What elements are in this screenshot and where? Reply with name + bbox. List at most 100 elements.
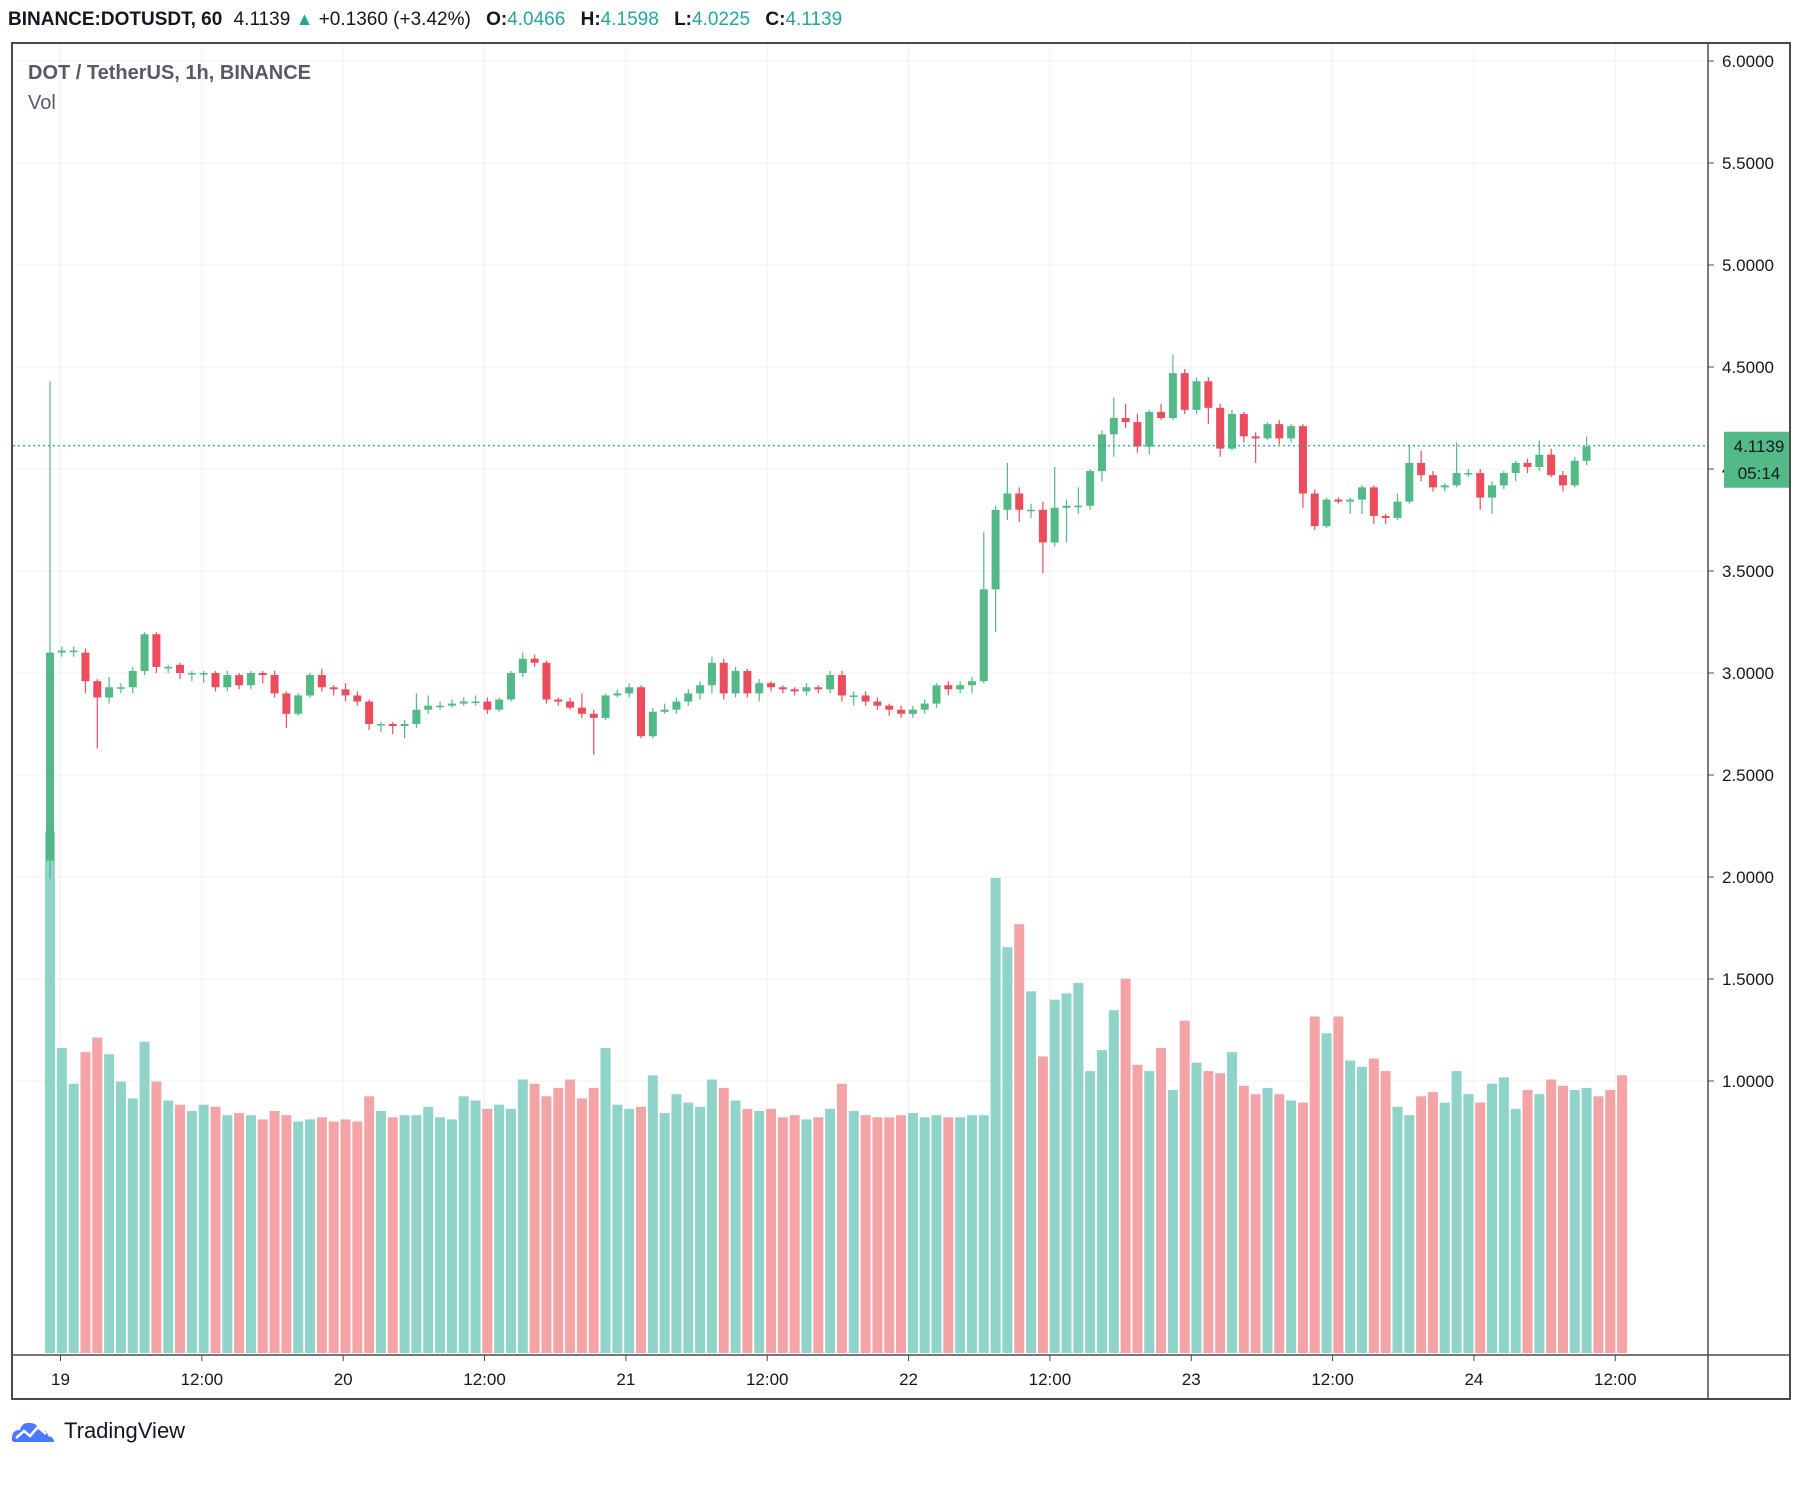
candle-body — [388, 724, 397, 727]
volume-bar — [1357, 1066, 1368, 1353]
y-tick-label: 2.0000 — [1722, 868, 1774, 887]
bar-countdown: 05:14 — [1738, 464, 1781, 483]
candle-body — [105, 687, 114, 698]
volume-bar — [718, 1087, 729, 1353]
candle-body — [1558, 475, 1567, 486]
symbol-header: BINANCE:DOTUSDT, 60 4.1139 ▲ +0.1360 (+3… — [8, 4, 842, 34]
volume-bar — [896, 1115, 907, 1353]
candle-body — [518, 658, 527, 673]
candle-body — [1263, 424, 1272, 439]
volume-bar — [955, 1117, 966, 1353]
candle-body — [1145, 411, 1154, 447]
volume-bar — [1463, 1094, 1474, 1353]
volume-bar — [990, 877, 1001, 1353]
candle-body — [814, 687, 823, 690]
up-arrow-icon: ▲ — [295, 9, 314, 29]
volume-bar — [151, 1081, 162, 1353]
volume-bar — [884, 1117, 895, 1353]
volume-bar — [482, 1108, 493, 1353]
candle-body — [731, 670, 740, 694]
candle-body — [81, 652, 90, 682]
volume-bar — [68, 1083, 79, 1353]
low-label: L: — [674, 9, 693, 30]
candle-body — [1204, 381, 1213, 408]
time-axis[interactable]: 19 12:00 20 12:00 21 12:00 22 12:00 23 12:00 24 12:… — [51, 1355, 1637, 1389]
candle-body — [317, 675, 326, 688]
candle-body — [660, 709, 669, 712]
volume-bar — [1227, 1052, 1237, 1353]
volume-bar — [742, 1108, 753, 1353]
volume-bar — [1286, 1100, 1297, 1353]
volume-bar — [1392, 1106, 1403, 1353]
candle-body — [826, 675, 835, 690]
volume-bar — [1439, 1102, 1450, 1353]
symbol-label[interactable]: BINANCE:DOTUSDT, 60 — [8, 9, 223, 30]
chart-title[interactable]: DOT / TetherUS, 1h, BINANCE — [28, 62, 311, 84]
candle-body — [116, 687, 125, 689]
y-tick-label: 5.0000 — [1722, 256, 1774, 275]
volume-bar — [1049, 999, 1060, 1353]
volume-bar — [801, 1119, 812, 1353]
volume-bar — [257, 1119, 268, 1353]
volume-bar — [1534, 1094, 1545, 1353]
close-value: 4.1139 — [785, 9, 843, 30]
candle-body — [223, 675, 232, 688]
candle-body — [69, 650, 78, 653]
candle-body — [684, 693, 693, 702]
candle-body — [908, 709, 917, 714]
candle-body — [447, 703, 456, 706]
candle-body — [1228, 413, 1236, 449]
volume-bar — [588, 1087, 599, 1353]
volume-bar — [269, 1111, 280, 1353]
candle-body — [1393, 501, 1402, 518]
candle-body — [790, 689, 799, 692]
volume-bar — [978, 1115, 989, 1353]
candle-body — [211, 673, 220, 688]
candle-body — [601, 695, 610, 718]
tradingview-footer[interactable]: TradingView — [10, 1414, 185, 1448]
price-axis[interactable]: 6.00005.50005.00004.50004.00003.50003.00… — [1708, 52, 1774, 1091]
candle-body — [530, 658, 539, 663]
chart-canvas[interactable]: 6.00005.50005.00004.50004.00003.50003.00… — [13, 44, 1789, 1398]
last-price-badge-value: 4.1139 — [1734, 437, 1785, 456]
y-tick-label: 1.0000 — [1722, 1072, 1774, 1091]
volume-bar — [600, 1048, 611, 1353]
volume-bar — [1262, 1087, 1273, 1353]
volume-bar — [470, 1100, 481, 1353]
candle-body — [436, 705, 445, 708]
candle-body — [164, 666, 173, 669]
volume-bar — [1215, 1073, 1226, 1353]
candle-body — [1003, 493, 1012, 510]
x-tick-label: 12:00 — [1311, 1370, 1354, 1389]
volume-bar — [115, 1081, 126, 1353]
candle-body — [1535, 454, 1544, 467]
volume-bar — [1167, 1090, 1178, 1353]
candle-body — [270, 675, 279, 694]
candle-body — [837, 675, 846, 696]
candle-body — [306, 675, 315, 696]
volume-bar — [435, 1117, 446, 1353]
volume-bar — [1321, 1033, 1332, 1353]
candle-body — [1334, 499, 1343, 502]
candle-body — [1157, 411, 1166, 418]
volume-bar — [576, 1098, 587, 1353]
volume-bar — [92, 1037, 103, 1353]
chart-frame[interactable]: 6.00005.50005.00004.50004.00003.50003.00… — [11, 42, 1791, 1400]
volume-bar — [1096, 1050, 1107, 1353]
candle-body — [707, 662, 716, 686]
candle-body — [566, 701, 575, 708]
x-tick-label: 12:00 — [1594, 1370, 1637, 1389]
candle-body — [46, 652, 54, 861]
candle-body — [1369, 487, 1378, 516]
volume-bar — [1416, 1096, 1427, 1353]
volume-bar — [222, 1115, 233, 1353]
candle-body — [613, 693, 622, 696]
volume-bar — [848, 1111, 859, 1353]
volume-bar — [966, 1115, 977, 1353]
candle-body — [1464, 473, 1473, 475]
volume-bar — [1487, 1083, 1498, 1353]
candle-body — [1381, 515, 1390, 518]
volume-bar — [1617, 1075, 1628, 1353]
volume-legend[interactable]: Vol — [28, 92, 56, 114]
candle-body — [1109, 418, 1118, 435]
